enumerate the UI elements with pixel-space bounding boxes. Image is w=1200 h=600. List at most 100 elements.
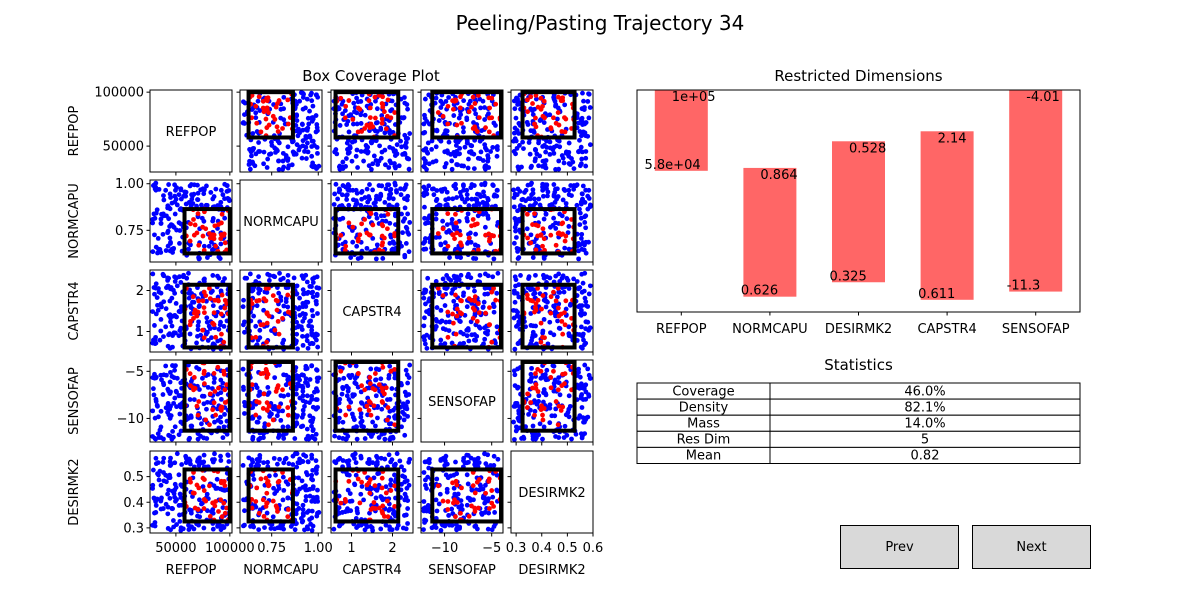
scatter-point-outside <box>483 482 488 488</box>
scatter-point-outside <box>382 436 388 442</box>
scatter-point-outside <box>199 215 205 221</box>
scatter-point-outside <box>265 392 271 397</box>
scatter-point-inside <box>370 222 376 228</box>
scatter-point-outside <box>290 149 296 155</box>
scatter-point-outside <box>261 307 266 313</box>
scatter-point-outside <box>396 163 402 169</box>
scatter-point-outside <box>310 428 316 434</box>
scatter-point-outside <box>310 294 316 300</box>
scatter-point-outside <box>350 197 356 203</box>
scatter-point-outside <box>337 216 343 222</box>
x-tick-label: 0.75 <box>257 541 286 556</box>
scatter-point-outside <box>461 98 467 104</box>
matrix-cell-desirmk2-refpop <box>507 89 594 176</box>
scatter-point-outside <box>297 98 303 104</box>
scatter-point-outside <box>273 472 278 478</box>
scatter-point-outside <box>365 199 371 205</box>
scatter-point-outside <box>494 290 500 296</box>
scatter-point-inside <box>453 514 458 520</box>
scatter-point-outside <box>553 406 559 412</box>
scatter-point-outside <box>314 367 320 373</box>
scatter-point-outside <box>285 156 291 162</box>
scatter-point-outside <box>387 363 393 369</box>
scatter-point-outside <box>425 140 431 146</box>
scatter-point-outside <box>304 291 310 296</box>
scatter-point-outside <box>553 273 559 279</box>
scatter-point-outside <box>512 106 518 112</box>
scatter-point-outside <box>344 192 350 198</box>
scatter-point-outside <box>512 299 518 305</box>
scatter-point-outside <box>265 271 271 277</box>
scatter-point-outside <box>580 183 586 189</box>
scatter-point-outside <box>402 150 408 156</box>
scatter-point-outside <box>281 106 287 112</box>
scatter-point-outside <box>168 195 173 200</box>
scatter-point-outside <box>316 510 322 515</box>
scatter-point-inside <box>357 106 363 112</box>
scatter-point-outside <box>553 103 558 109</box>
stat-name: Density <box>679 400 729 415</box>
scatter-point-outside <box>421 290 426 296</box>
scatter-point-outside <box>171 245 177 251</box>
scatter-point-outside <box>298 90 304 96</box>
scatter-point-outside <box>344 393 350 399</box>
scatter-point-outside <box>196 304 202 310</box>
scatter-point-inside <box>222 305 228 311</box>
scatter-point-outside <box>446 139 452 145</box>
scatter-point-outside <box>256 415 262 421</box>
scatter-point-inside <box>470 126 476 131</box>
scatter-point-outside <box>220 380 226 386</box>
scatter-point-outside <box>196 366 202 372</box>
scatter-point-outside <box>271 273 276 279</box>
scatter-point-outside <box>403 140 409 145</box>
scatter-point-outside <box>350 187 356 193</box>
scatter-point-outside <box>397 458 403 464</box>
scatter-point-outside <box>494 472 500 478</box>
scatter-point-inside <box>532 211 537 217</box>
scatter-point-outside <box>249 107 255 112</box>
scatter-point-outside <box>367 510 372 516</box>
scatter-point-outside <box>573 183 579 189</box>
scatter-point-inside <box>458 240 463 246</box>
scatter-point-inside <box>264 125 270 131</box>
scatter-point-outside <box>568 183 574 188</box>
scatter-point-outside <box>307 108 312 114</box>
prev-button[interactable]: Prev <box>840 525 959 569</box>
scatter-point-outside <box>174 283 180 289</box>
scatter-point-outside <box>300 127 306 133</box>
scatter-point-outside <box>333 181 339 187</box>
scatter-point-outside <box>529 180 534 186</box>
scatter-point-outside <box>405 399 411 405</box>
scatter-point-outside <box>515 186 521 192</box>
scatter-point-inside <box>350 116 356 122</box>
scatter-point-inside <box>524 211 530 217</box>
scatter-point-outside <box>194 340 199 346</box>
scatter-point-outside <box>154 402 160 408</box>
scatter-point-outside <box>579 345 585 351</box>
scatter-point-outside <box>440 101 446 107</box>
scatter-point-inside <box>533 305 538 311</box>
scatter-point-outside <box>587 283 593 289</box>
box-outline <box>246 90 295 140</box>
scatter-point-outside <box>402 100 408 106</box>
scatter-point-outside <box>485 197 491 203</box>
cell-frame <box>149 269 233 353</box>
scatter-point-outside <box>165 243 171 249</box>
scatter-point-outside <box>587 142 593 148</box>
scatter-point-outside <box>303 376 309 382</box>
scatter-point-outside <box>215 417 221 423</box>
scatter-point-outside <box>314 337 319 343</box>
scatter-point-outside <box>476 201 482 207</box>
scatter-point-inside <box>258 322 264 328</box>
scatter-point-outside <box>544 144 550 150</box>
scatter-point-inside <box>555 305 561 311</box>
scatter-point-inside <box>392 503 398 509</box>
scatter-point-inside <box>201 381 207 387</box>
y-axis-label: NORMCAPU <box>67 183 82 259</box>
scatter-point-inside <box>207 483 212 489</box>
scatter-point-outside <box>442 164 448 170</box>
scatter-point-outside <box>364 245 370 251</box>
scatter-point-outside <box>202 276 207 282</box>
next-button[interactable]: Next <box>972 525 1091 569</box>
scatter-point-outside <box>405 380 411 386</box>
